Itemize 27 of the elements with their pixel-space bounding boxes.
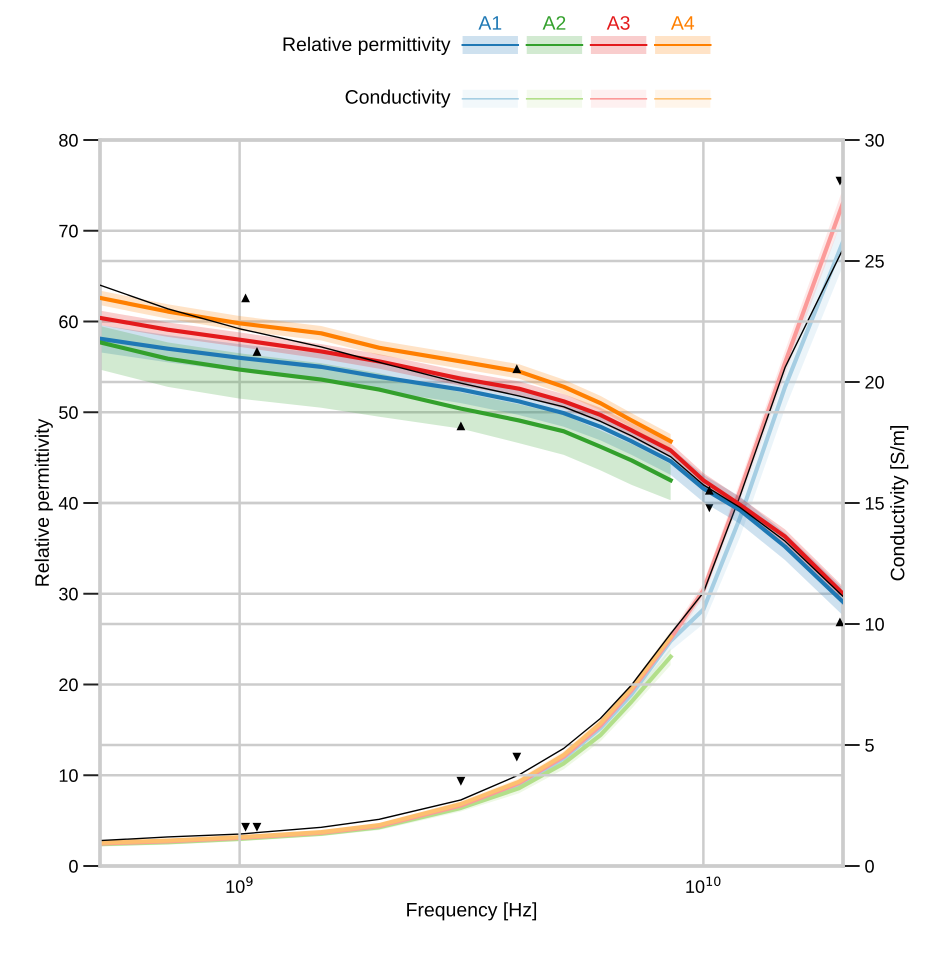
text: A2 [542,16,566,30]
y-axis-title: Relative permittivity [34,418,53,586]
y-tick-label: 10 [60,769,78,782]
y-tick-label: 80 [59,134,78,147]
y-tick-label: 50 [59,406,78,419]
y2-tick-label: 15 [866,497,884,510]
y-tick-label: 20 [59,678,78,692]
x-axis-title: Frequency [Hz] [407,902,536,920]
y2-tick-label: 10 [866,618,884,631]
x-tick-label: 10$^{9}$ [226,876,253,894]
text: A4 [670,16,694,30]
text: Conductivity [346,90,451,108]
text: A3 [606,16,630,30]
y-tick-label: 60 [59,315,78,328]
y2-tick-label: 20 [865,376,884,389]
x-tick-label: 10$^{10}$ [686,876,720,894]
y2-axis-title: Conductivity [S/m] [890,426,908,580]
y-tick-label: 70 [59,224,78,238]
text: A1 [478,16,502,30]
text: Relative permittivity [284,36,451,55]
y2-tick-label: 5 [865,739,874,752]
y-tick-label: 0 [69,860,78,873]
y2-tick-label: 0 [865,860,874,873]
y2-tick-label: 30 [865,134,884,147]
y-tick-label: 30 [59,588,78,600]
y2-tick-label: 25 [865,254,884,268]
y-tick-label: 40 [58,496,78,510]
